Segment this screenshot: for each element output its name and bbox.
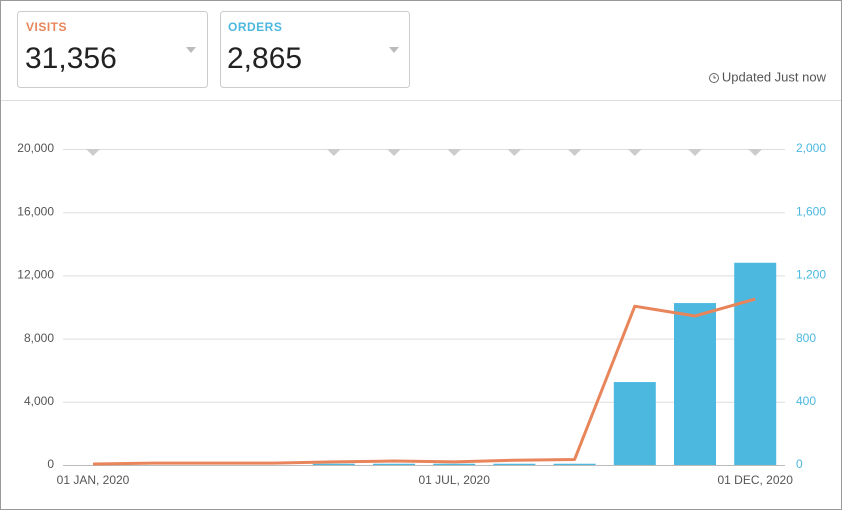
- y-tick-label: 20,000: [17, 141, 54, 155]
- card[interactable]: [17, 11, 208, 88]
- event-marker: [688, 149, 702, 156]
- dropdown-arrow: [389, 47, 399, 53]
- card-value: 2,865: [227, 42, 302, 75]
- y2-tick-label: 800: [796, 331, 816, 345]
- card-value: 31,356: [25, 42, 117, 75]
- bar: [674, 303, 716, 465]
- event-marker: [507, 149, 522, 156]
- x-tick-label: 01 JAN, 2020: [57, 473, 130, 487]
- y-tick-label: 12,000: [17, 268, 54, 282]
- y2-tick-label: 1,200: [796, 268, 826, 282]
- y-tick-label: 0: [47, 457, 54, 471]
- bar: [433, 463, 476, 465]
- event-marker: [567, 149, 582, 156]
- bar: [613, 382, 656, 465]
- line: [92, 297, 756, 466]
- y-tick-label: 16,000: [17, 204, 54, 218]
- x-tick-label: 01 JUL, 2020: [419, 473, 491, 487]
- bar: [493, 463, 536, 465]
- y2-tick-label: 0: [796, 457, 803, 471]
- x-tick-label: 01 DEC, 2020: [718, 473, 794, 487]
- card-label: VISITS: [26, 20, 67, 34]
- card[interactable]: [220, 11, 410, 88]
- y-tick-label: 8,000: [24, 331, 54, 345]
- event-marker: [748, 149, 763, 156]
- bar: [734, 262, 777, 465]
- y-tick-label: 4,000: [24, 394, 54, 408]
- event-marker: [447, 149, 462, 156]
- y2-tick-label: 400: [796, 394, 816, 408]
- bar: [553, 463, 596, 465]
- event-marker: [86, 149, 100, 156]
- updated-text: Updated Just now: [722, 69, 827, 84]
- clock-icon: [709, 73, 719, 83]
- dropdown-arrow: [186, 47, 196, 53]
- y2-tick-label: 1,600: [796, 204, 826, 218]
- event-marker: [387, 149, 401, 156]
- bar: [373, 463, 415, 465]
- y2-tick-label: 2,000: [796, 141, 826, 155]
- card-label: ORDERS: [228, 20, 282, 34]
- event-marker: [627, 149, 642, 156]
- plot: 0 4,000 8,000 12,000 16,000 20,000 0 400 800 1,20…: [17, 141, 826, 487]
- bar: [312, 463, 355, 465]
- event-marker: [326, 149, 341, 156]
- clock-icon: [713, 75, 716, 79]
